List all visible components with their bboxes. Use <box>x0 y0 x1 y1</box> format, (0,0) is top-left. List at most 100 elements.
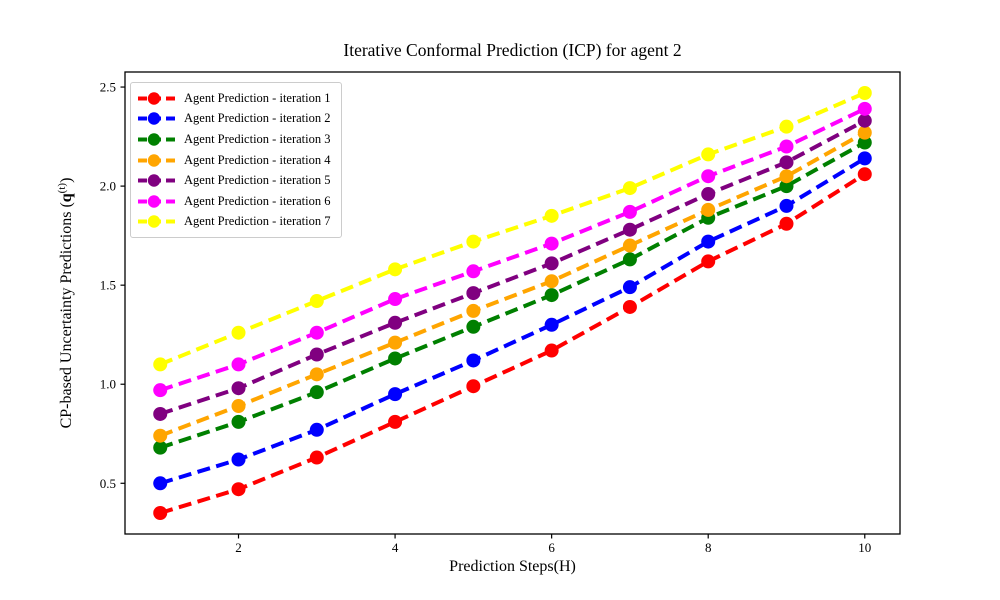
data-point-marker <box>153 506 168 520</box>
data-point-marker <box>622 222 637 237</box>
y-axis-label-suffix: ) <box>58 177 76 183</box>
legend-item: Agent Prediction - iteration 5 <box>138 170 331 191</box>
x-axis-tick-label: 8 <box>705 540 712 555</box>
data-point-marker <box>857 167 872 182</box>
data-point-marker <box>153 383 168 398</box>
x-axis-tick-label: 10 <box>858 540 871 555</box>
data-point-marker <box>466 234 481 249</box>
y-axis-tick-label: 0.5 <box>100 476 116 491</box>
legend-line-marker-icon <box>138 112 176 126</box>
legend-label: Agent Prediction - iteration 2 <box>184 111 331 126</box>
data-point-marker <box>153 428 168 443</box>
data-point-marker <box>701 234 716 249</box>
series-line <box>159 118 866 416</box>
data-point-marker <box>779 216 794 231</box>
y-axis-label-q: q <box>58 193 76 203</box>
data-point-marker <box>309 367 324 382</box>
data-point-marker <box>622 181 637 196</box>
data-point-marker <box>544 288 559 303</box>
legend-line-marker-icon <box>138 215 176 229</box>
data-point-marker <box>622 280 637 295</box>
data-point-marker <box>309 325 324 340</box>
series-line <box>159 172 866 515</box>
axes-spines <box>124 71 901 535</box>
data-point-marker <box>466 319 481 334</box>
y-axis-label-prefix: CP-based Uncertainty Predictions ( <box>58 202 76 429</box>
data-point-marker <box>857 101 872 116</box>
data-point-marker <box>466 379 481 394</box>
data-point-marker <box>309 422 324 437</box>
data-point-marker <box>466 264 481 279</box>
data-point-marker <box>231 482 246 497</box>
legend-label: Agent Prediction - iteration 1 <box>184 90 331 105</box>
data-point-marker <box>388 414 403 429</box>
x-axis-tick-label: 6 <box>548 540 555 555</box>
legend-line-marker-icon <box>138 153 176 167</box>
series-line <box>159 106 866 393</box>
y-axis-tick-label: 2.5 <box>100 80 116 95</box>
x-axis-tick-label: 4 <box>392 540 399 555</box>
legend-label: Agent Prediction - iteration 7 <box>184 214 331 229</box>
legend-line-marker-icon <box>138 92 176 105</box>
series-line <box>159 156 866 486</box>
legend-label: Agent Prediction - iteration 5 <box>184 173 331 188</box>
data-point-marker <box>153 357 168 372</box>
data-point-marker <box>466 303 481 318</box>
data-point-marker <box>388 351 403 366</box>
y-axis-tick-label: 1.5 <box>100 278 116 293</box>
data-point-marker <box>231 357 246 372</box>
series-line <box>159 140 866 450</box>
legend-item: Agent Prediction - iteration 2 <box>138 109 331 130</box>
data-point-marker <box>544 274 559 289</box>
data-point-marker <box>388 292 403 307</box>
data-point-marker <box>857 113 872 128</box>
data-point-marker <box>153 476 168 491</box>
y-axis-tick-label: 1.0 <box>100 377 116 392</box>
legend-item: Agent Prediction - iteration 7 <box>138 212 331 233</box>
series-line <box>159 91 866 367</box>
data-point-marker <box>309 294 324 309</box>
data-point-marker <box>701 147 716 162</box>
data-point-marker <box>544 317 559 332</box>
data-point-marker <box>309 385 324 400</box>
legend-label: Agent Prediction - iteration 6 <box>184 193 331 208</box>
data-point-marker <box>153 406 168 421</box>
data-point-marker <box>779 155 794 170</box>
data-point-marker <box>231 381 246 396</box>
data-point-marker <box>622 299 637 314</box>
legend-line-marker-icon <box>138 133 176 146</box>
data-point-marker <box>388 335 403 350</box>
legend: Agent Prediction - iteration 1 Agent Pred… <box>130 82 342 239</box>
data-point-marker <box>857 125 872 140</box>
data-point-marker <box>701 202 716 217</box>
data-point-marker <box>779 139 794 154</box>
y-axis-label-sup: (t) <box>55 182 68 194</box>
data-point-marker <box>544 236 559 251</box>
legend-label: Agent Prediction - iteration 4 <box>184 152 331 167</box>
data-point-marker <box>309 347 324 362</box>
data-point-marker <box>544 256 559 271</box>
data-point-marker <box>622 204 637 219</box>
data-point-marker <box>231 452 246 467</box>
data-point-marker <box>622 238 637 253</box>
data-point-marker <box>466 353 481 368</box>
y-axis-label: CP-based Uncertainty Predictions (q(t)) <box>56 178 76 429</box>
data-point-marker <box>309 450 324 465</box>
data-point-marker <box>388 315 403 330</box>
x-axis-tick-label: 2 <box>235 540 242 555</box>
legend-line-marker-icon <box>138 195 176 208</box>
data-point-marker <box>153 440 168 455</box>
legend-label: Agent Prediction - iteration 3 <box>184 131 331 146</box>
x-axis-label: Prediction Steps(H) <box>449 558 576 575</box>
data-point-marker <box>388 262 403 277</box>
data-point-marker <box>544 343 559 358</box>
data-point-marker <box>388 387 403 402</box>
data-point-marker <box>779 119 794 134</box>
data-point-marker <box>701 169 716 184</box>
data-point-marker <box>779 169 794 184</box>
chart-title: Iterative Conformal Prediction (ICP) for… <box>343 40 682 60</box>
legend-item: Agent Prediction - iteration 3 <box>138 129 331 150</box>
data-point-marker <box>231 414 246 429</box>
